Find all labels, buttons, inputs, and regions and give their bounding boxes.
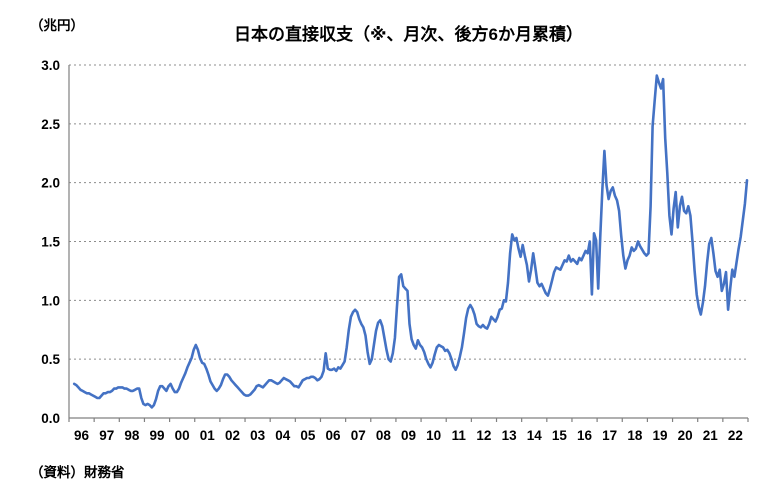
x-tick-label: 18	[627, 428, 643, 443]
x-tick-label: 08	[376, 428, 392, 443]
x-tick-label: 04	[275, 428, 291, 443]
x-tick-label: 99	[150, 428, 165, 443]
x-tick-label: 15	[552, 428, 568, 443]
x-tick-label: 20	[678, 428, 693, 443]
x-tick-label: 10	[426, 428, 441, 443]
x-tick-label: 00	[175, 428, 190, 443]
x-tick-label: 21	[703, 428, 719, 443]
x-tick-label: 12	[476, 428, 491, 443]
y-tick-label: 1.5	[41, 235, 60, 250]
x-tick-label: 02	[225, 428, 240, 443]
x-tick-label: 16	[577, 428, 593, 443]
x-tick-label: 06	[326, 428, 342, 443]
x-tick-label: 22	[728, 428, 743, 443]
x-tick-label: 03	[250, 428, 266, 443]
gridlines	[69, 64, 748, 360]
data-series-line	[72, 74, 749, 409]
x-tick-label: 13	[502, 428, 518, 443]
y-axis-tick-labels: 0.0 0.5 1.0 1.5 2.0 2.5 3.0	[41, 58, 60, 426]
y-axis-unit-label: （兆円）	[30, 18, 84, 33]
x-tick-label: 09	[401, 428, 416, 443]
x-tick-label: 97	[99, 428, 114, 443]
x-tick-label: 19	[652, 428, 667, 443]
y-tick-label: 2.0	[41, 176, 60, 191]
chart-title: 日本の直接収支（※、月次、後方6か月累積）	[234, 25, 583, 44]
x-tick-label: 07	[351, 428, 366, 443]
y-tick-label: 0.0	[41, 411, 60, 426]
x-tick-label: 17	[602, 428, 617, 443]
x-tick-label: 14	[527, 428, 543, 443]
y-tick-label: 1.0	[41, 293, 60, 308]
x-axis-tick-labels: 96 97 98 99 00 01 02 03 04 05 06 07 08 09 10 11 12 13 14 15…	[74, 428, 743, 443]
x-tick-label: 01	[200, 428, 216, 443]
x-tick-label: 96	[74, 428, 90, 443]
y-tick-label: 2.5	[41, 117, 60, 132]
x-tick-label: 11	[452, 428, 467, 443]
axes	[68, 65, 749, 422]
x-tick-label: 98	[124, 428, 140, 443]
source-note: （資料）財務省	[30, 465, 125, 480]
x-tick-label: 05	[300, 428, 316, 443]
y-tick-label: 3.0	[41, 58, 60, 73]
y-tick-label: 0.5	[41, 352, 60, 367]
